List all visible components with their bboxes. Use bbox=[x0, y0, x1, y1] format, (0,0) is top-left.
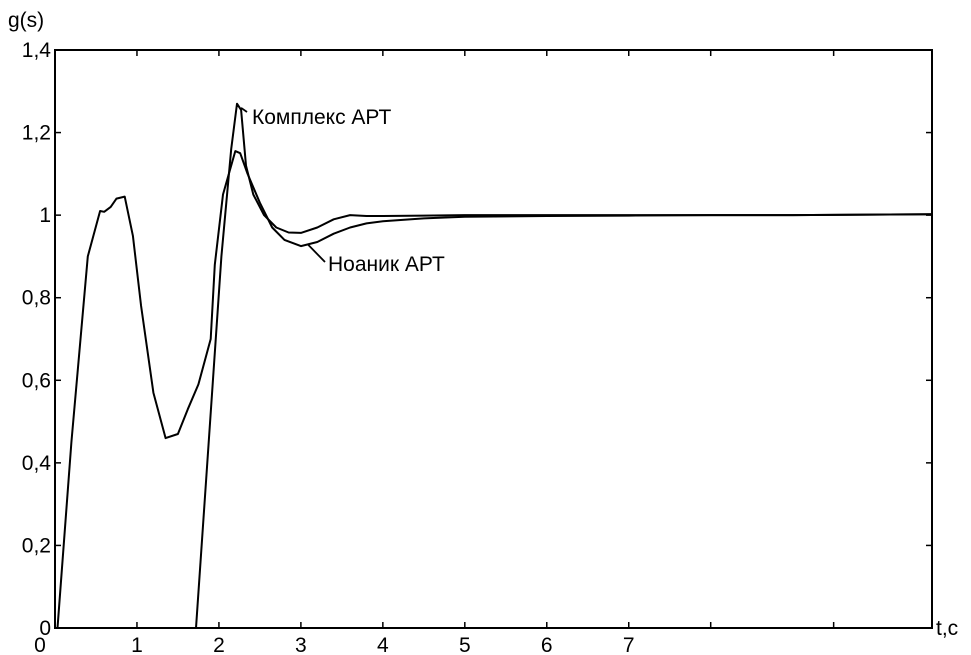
y-tick-label: 0,2 bbox=[22, 534, 51, 557]
annotation-noanik-art: Ноаник АРТ bbox=[306, 243, 445, 276]
y-axis-ticks: 0 0,2 0,4 0,6 0,8 1 1,2 1,4 bbox=[22, 39, 932, 640]
annotation-label: Ноаник АРТ bbox=[328, 253, 445, 276]
y-tick-label: 1 bbox=[39, 204, 51, 227]
x-tick-label: 3 bbox=[295, 634, 307, 655]
x-tick-label: 6 bbox=[541, 634, 553, 655]
y-tick-label: 1,4 bbox=[22, 39, 52, 62]
y-tick-label: 0,4 bbox=[22, 452, 52, 475]
series-line-2 bbox=[195, 102, 933, 629]
annotation-kompleks-art: Комплекс АРТ bbox=[240, 106, 391, 129]
y-tick-label: 0,6 bbox=[22, 369, 51, 392]
series-line-1 bbox=[56, 150, 933, 629]
x-tick-label: 5 bbox=[459, 634, 471, 655]
annotation-label: Комплекс АРТ bbox=[252, 106, 391, 129]
x-tick-label: 7 bbox=[623, 634, 635, 655]
series-lines bbox=[56, 102, 933, 629]
y-tick-label: 0,8 bbox=[22, 287, 51, 310]
annotation-leader-line bbox=[240, 107, 248, 113]
annotation-leader-line bbox=[306, 243, 326, 263]
x-tick-label: 2 bbox=[213, 634, 225, 655]
x-axis-label: t,c bbox=[936, 617, 958, 640]
x-axis-ticks: 0 1 2 3 4 5 6 7 bbox=[34, 50, 835, 655]
x-tick-label: 4 bbox=[377, 634, 389, 655]
x-tick-label: 0 bbox=[34, 634, 46, 655]
x-tick-label: 1 bbox=[131, 634, 143, 655]
y-tick-label: 0 bbox=[39, 617, 51, 640]
plot-frame bbox=[54, 49, 933, 629]
y-tick-label: 1,2 bbox=[22, 122, 51, 145]
y-axis-label: g(s) bbox=[8, 9, 44, 32]
